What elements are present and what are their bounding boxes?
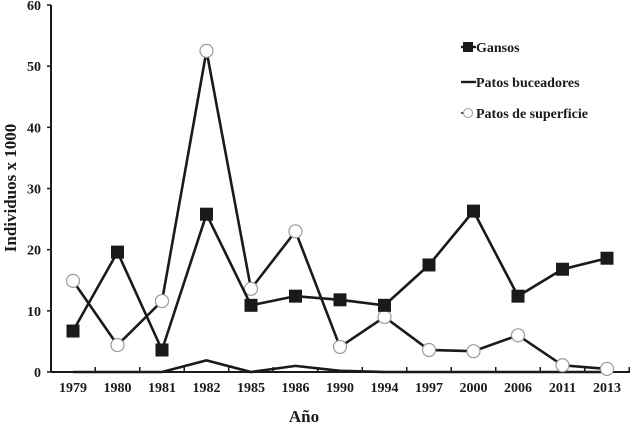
x-tick-label: 1990 [326, 381, 354, 396]
series-line [73, 359, 607, 374]
x-tick-label: 1979 [59, 381, 87, 396]
legend: Gansos Patos buceadores Patos de superfici… [461, 41, 588, 122]
x-tick-label: 2000 [460, 381, 488, 396]
square-marker-icon [600, 251, 614, 265]
series-line [71, 50, 608, 371]
circle-marker-icon [110, 337, 125, 353]
x-tick-label: 1997 [415, 381, 443, 396]
x-tick-label: 2006 [504, 381, 532, 396]
y-ticks: 0 10 20 30 40 50 60 [27, 0, 51, 381]
square-marker-icon [155, 343, 169, 357]
series-gansos [66, 204, 614, 357]
legend-item: Patos buceadores [461, 76, 580, 91]
legend-item: Gansos [461, 41, 520, 56]
square-marker-icon [66, 324, 80, 338]
legend-label: Patos buceadores [476, 76, 580, 91]
series-patos-de-superficie [65, 43, 615, 377]
y-tick-label: 20 [27, 244, 41, 259]
square-marker-icon [511, 289, 525, 303]
x-axis-label: Año [289, 407, 319, 426]
circle-marker-icon [243, 281, 259, 296]
square-marker-icon [556, 262, 569, 276]
series-group [65, 43, 615, 377]
circle-marker-icon [288, 224, 303, 239]
legend-label: Gansos [476, 41, 520, 56]
x-tick-label: 1980 [104, 381, 132, 396]
circle-marker-icon [463, 108, 473, 118]
y-tick-label: 10 [27, 305, 41, 320]
y-tick-label: 50 [27, 60, 41, 75]
y-tick-label: 0 [34, 366, 41, 381]
circle-marker-icon [510, 328, 526, 343]
square-marker-icon [289, 289, 302, 303]
legend-item: Patos de superficie [461, 107, 588, 122]
axes: 0 10 20 30 40 50 60 1979 1980 1981 1982 1985 1986 19… [27, 0, 630, 396]
series-patos-buceadores [73, 359, 607, 374]
square-marker-icon [200, 207, 213, 221]
square-marker-icon [378, 298, 391, 312]
circle-marker-icon [154, 293, 170, 309]
x-tick-label: 1985 [237, 381, 265, 396]
square-marker-icon [111, 245, 124, 259]
circle-marker-icon [599, 361, 615, 377]
x-tick-label: 1994 [371, 381, 399, 396]
legend-label: Patos de superficie [476, 107, 588, 122]
x-tick-label: 2013 [593, 381, 621, 396]
square-marker-icon [333, 293, 347, 307]
y-tick-label: 60 [27, 0, 41, 14]
circle-marker-icon [65, 273, 81, 288]
square-marker-icon [244, 298, 258, 312]
circle-marker-icon [199, 43, 214, 58]
x-tick-label: 2011 [549, 381, 576, 396]
circle-marker-icon [555, 358, 570, 373]
x-tick-label: 1981 [148, 381, 176, 396]
square-marker-icon [467, 204, 480, 218]
y-axis-label: Individuos x 1000 [1, 124, 20, 253]
x-tick-label: 1982 [193, 381, 221, 396]
circle-marker-icon [377, 309, 392, 325]
y-tick-label: 30 [27, 183, 41, 198]
square-marker-icon [422, 258, 436, 272]
square-marker-icon [463, 42, 473, 52]
y-tick-label: 40 [27, 121, 41, 136]
series-line [71, 208, 608, 354]
circle-marker-icon [332, 339, 348, 355]
x-tick-label: 1986 [282, 381, 310, 396]
circle-marker-icon [421, 342, 437, 358]
circle-marker-icon [466, 344, 481, 359]
